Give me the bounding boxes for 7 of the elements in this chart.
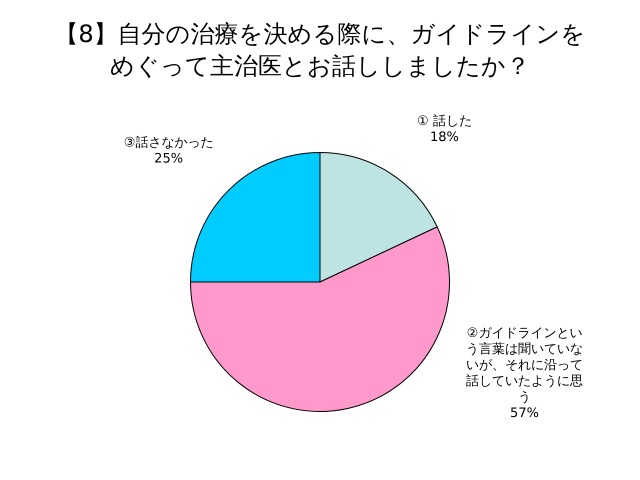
slice-label: ① 話した	[416, 114, 472, 129]
slice-label: ②ガイドラインという言葉は聞いていないが、それに沿って話していたように思う	[466, 326, 583, 406]
slice-label: ③話さなかった	[124, 136, 214, 151]
data-label: 25%	[154, 152, 184, 167]
data-label: 18%	[430, 130, 459, 145]
data-label: 57%	[510, 406, 539, 422]
chart-title: 【8】自分の治療を決める際に、ガイドラインをめぐって主治医とお話ししましたか？	[53, 19, 587, 82]
